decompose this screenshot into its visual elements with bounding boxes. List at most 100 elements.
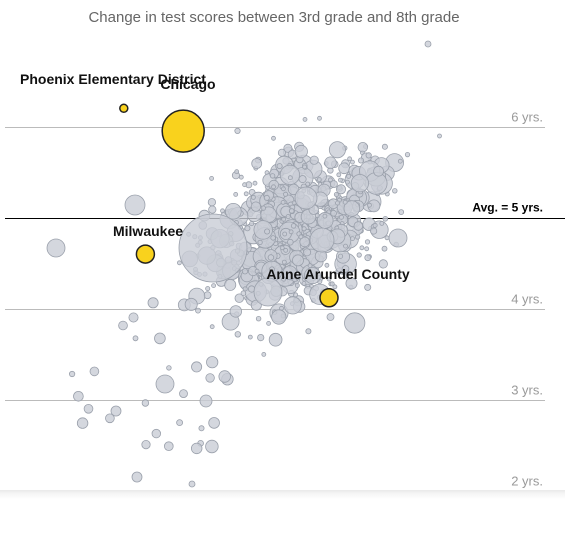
district-bubble <box>141 439 151 450</box>
district-bubble <box>314 213 320 218</box>
district-bubble <box>338 214 344 220</box>
district-bubble <box>382 216 389 222</box>
district-bubble <box>264 228 271 235</box>
district-bubble <box>350 174 369 193</box>
district-bubble <box>132 335 139 342</box>
chart-title: Change in test scores between 3rd grade … <box>88 9 459 26</box>
district-bubble <box>329 281 335 287</box>
district-bubble <box>384 235 390 241</box>
district-bubble <box>209 324 215 330</box>
district-bubble <box>89 366 100 377</box>
label-milwaukee: Milwaukee <box>113 223 183 239</box>
district-bubble <box>365 152 372 159</box>
district-bubble <box>303 248 312 257</box>
district-bubble <box>332 284 338 290</box>
district-bubble <box>305 328 312 335</box>
district-bubble <box>254 268 260 274</box>
district-bubble <box>343 200 361 217</box>
district-bubble <box>166 365 172 371</box>
district-bubble <box>250 194 256 200</box>
district-bubble <box>289 208 295 214</box>
district-bubble <box>373 165 385 177</box>
district-bubble <box>105 413 115 424</box>
y-tick-label: 4 yrs. <box>511 292 543 307</box>
district-bubble <box>329 180 338 189</box>
district-bubble <box>234 293 245 303</box>
district-bubble <box>307 263 313 269</box>
district-bubble <box>280 186 286 192</box>
district-bubble <box>154 332 166 345</box>
district-bubble <box>208 205 217 214</box>
y-tick-label: 2 yrs. <box>511 474 543 489</box>
district-bubble <box>328 141 346 159</box>
district-bubble <box>381 143 388 150</box>
district-bubble <box>292 254 304 267</box>
district-bubble <box>295 274 301 281</box>
district-bubble <box>176 419 184 427</box>
district-bubble <box>190 442 203 455</box>
district-bubble <box>244 225 251 232</box>
district-bubble <box>280 199 286 205</box>
district-bubble <box>287 175 293 181</box>
district-bubble <box>337 253 344 259</box>
district-bubble <box>209 175 215 181</box>
district-bubble <box>247 334 253 340</box>
district-bubble <box>388 228 408 248</box>
district-bubble <box>379 220 385 226</box>
district-bubble <box>118 320 128 331</box>
district-bubble <box>191 361 203 373</box>
district-bubble <box>285 214 291 220</box>
district-bubble <box>327 177 333 183</box>
district-bubble <box>260 205 266 211</box>
district-bubble <box>398 209 405 216</box>
district-bubble <box>364 254 372 262</box>
district-bubble <box>242 286 248 292</box>
district-bubble <box>243 191 249 197</box>
district-bubble <box>69 370 76 378</box>
district-bubble <box>346 173 352 179</box>
district-bubble <box>372 222 378 228</box>
district-bubble <box>369 227 378 235</box>
district-bubble <box>225 203 242 220</box>
district-bubble <box>257 333 265 342</box>
district-bubble <box>253 277 283 307</box>
district-bubble <box>336 172 342 178</box>
district-bubble <box>281 216 287 222</box>
district-bubble <box>110 405 122 417</box>
y-tick-label: 6 yrs. <box>511 110 543 125</box>
district-bubble <box>342 199 348 205</box>
district-bubble <box>208 417 220 429</box>
district-bubble <box>131 471 143 483</box>
district-bubble <box>378 259 388 269</box>
district-bubble <box>279 245 285 251</box>
district-bubble <box>205 373 215 383</box>
district-bubble <box>326 276 332 282</box>
district-bubble <box>293 292 299 298</box>
district-bubble <box>354 234 361 240</box>
district-bubble <box>255 316 262 322</box>
district-bubble <box>335 184 346 195</box>
district-bubble <box>268 332 283 347</box>
district-bubble <box>263 194 270 201</box>
district-bubble <box>309 155 319 165</box>
district-bubble <box>218 370 231 383</box>
district-bubble <box>229 305 243 318</box>
district-bubble <box>299 236 311 248</box>
district-bubble <box>345 277 358 290</box>
district-bubble <box>46 238 66 258</box>
district-bubble <box>252 180 258 186</box>
district-bubble <box>326 313 335 321</box>
district-bubble <box>344 179 350 185</box>
district-bubble <box>301 226 307 232</box>
district-bubble <box>242 182 248 188</box>
district-bubble <box>211 283 217 289</box>
district-bubble <box>424 40 432 48</box>
district-bubble <box>341 265 350 273</box>
district-bubble <box>322 213 328 219</box>
district-bubble <box>359 245 365 251</box>
district-bubble <box>277 148 286 157</box>
district-bubble <box>356 252 362 258</box>
district-bubble <box>271 309 287 325</box>
district-bubble <box>250 201 261 212</box>
